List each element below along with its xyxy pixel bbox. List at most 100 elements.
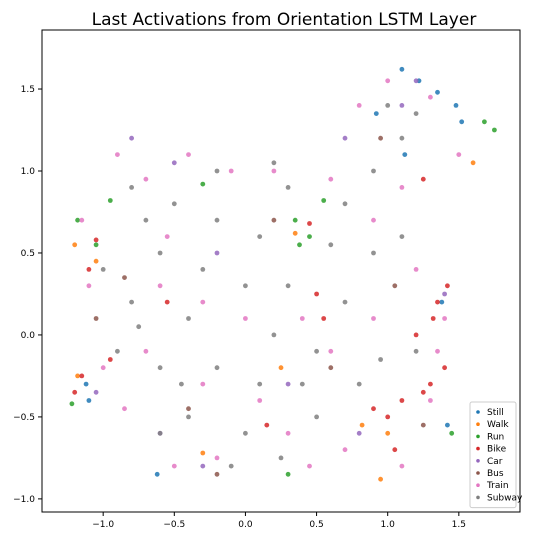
data-point-subway bbox=[299, 381, 305, 387]
data-point-still bbox=[439, 299, 445, 305]
data-point-train bbox=[171, 463, 177, 469]
data-point-still bbox=[154, 471, 160, 477]
data-point-run bbox=[285, 471, 291, 477]
legend-label-walk: Walk bbox=[487, 420, 509, 430]
legend-marker-bus bbox=[476, 471, 480, 475]
data-point-train bbox=[413, 267, 419, 272]
points-layer bbox=[69, 66, 497, 482]
data-point-run bbox=[482, 119, 487, 125]
data-point-car bbox=[93, 389, 99, 395]
data-point-subway bbox=[129, 185, 135, 190]
axes-frame bbox=[41, 29, 521, 513]
data-point-bike bbox=[86, 267, 92, 272]
data-point-subway bbox=[314, 414, 319, 420]
legend-label-run: Run bbox=[487, 432, 504, 442]
data-point-train bbox=[243, 316, 248, 321]
data-point-subway bbox=[413, 111, 419, 116]
data-point-subway bbox=[243, 283, 248, 289]
data-point-walk bbox=[72, 242, 78, 248]
data-point-train bbox=[399, 185, 405, 190]
data-point-train bbox=[86, 283, 92, 289]
data-point-subway bbox=[399, 234, 405, 240]
data-point-subway bbox=[378, 357, 383, 362]
data-point-bus bbox=[392, 283, 398, 289]
data-point-walk bbox=[378, 476, 383, 482]
data-point-bike bbox=[264, 422, 270, 428]
data-point-subway bbox=[214, 217, 220, 223]
data-point-run bbox=[307, 234, 312, 240]
data-point-walk bbox=[292, 230, 298, 236]
data-point-bike bbox=[392, 447, 398, 453]
data-point-still bbox=[399, 66, 405, 72]
data-point-bus bbox=[186, 406, 191, 412]
chart-title: Last Activations from Orientation LSTM L… bbox=[92, 10, 477, 30]
y-axis-ticks: −1.0 −0.5 0.0 0.5 1.0 1.5 bbox=[13, 85, 42, 505]
data-point-bike bbox=[321, 316, 327, 321]
data-point-subway bbox=[171, 201, 177, 207]
data-point-train bbox=[385, 78, 391, 84]
data-point-subway bbox=[278, 455, 284, 461]
legend-label-subway: Subway bbox=[487, 493, 523, 503]
data-point-run bbox=[449, 430, 455, 436]
data-point-run bbox=[492, 127, 497, 133]
data-point-run bbox=[321, 198, 327, 203]
data-point-bike bbox=[399, 398, 405, 403]
x-tick-label: −1.0 bbox=[92, 520, 114, 530]
data-point-subway bbox=[143, 217, 149, 223]
data-point-still bbox=[86, 398, 92, 403]
data-point-still bbox=[435, 89, 440, 95]
data-point-subway bbox=[228, 463, 234, 469]
data-point-car bbox=[342, 135, 348, 141]
data-point-train bbox=[115, 152, 120, 158]
data-point-car bbox=[214, 250, 220, 256]
data-point-bike bbox=[445, 283, 450, 289]
data-point-train bbox=[342, 447, 348, 453]
data-point-walk bbox=[385, 430, 391, 436]
data-point-run bbox=[200, 181, 206, 187]
legend-label-train: Train bbox=[486, 481, 509, 491]
data-point-bike bbox=[442, 365, 447, 371]
data-point-bus bbox=[378, 135, 383, 141]
data-point-train bbox=[328, 176, 334, 182]
legend-marker-bike bbox=[476, 446, 480, 451]
legend-label-car: Car bbox=[487, 457, 503, 467]
data-point-car bbox=[442, 291, 447, 297]
data-point-subway bbox=[399, 135, 405, 141]
y-tick-label: −1.0 bbox=[13, 495, 35, 505]
data-point-subway bbox=[136, 324, 142, 330]
data-point-subway bbox=[179, 381, 184, 387]
data-point-train bbox=[442, 316, 447, 321]
y-tick-label: −0.5 bbox=[13, 413, 35, 423]
data-point-subway bbox=[214, 168, 220, 174]
data-point-subway bbox=[371, 250, 376, 256]
data-point-bus bbox=[328, 365, 334, 371]
data-point-bike bbox=[107, 357, 113, 362]
data-point-subway bbox=[314, 348, 319, 354]
data-point-walk bbox=[278, 365, 284, 371]
data-point-train bbox=[299, 316, 305, 321]
data-point-bike bbox=[72, 389, 78, 395]
data-point-subway bbox=[385, 103, 391, 108]
data-point-bike bbox=[93, 237, 99, 243]
data-point-bus bbox=[420, 422, 426, 428]
data-point-train bbox=[200, 381, 206, 387]
data-point-subway bbox=[342, 299, 348, 305]
data-point-run bbox=[69, 401, 75, 407]
legend-label-bike: Bike bbox=[487, 445, 507, 455]
data-point-still bbox=[83, 381, 89, 387]
legend-box bbox=[469, 401, 517, 509]
data-point-train bbox=[214, 455, 220, 461]
data-point-subway bbox=[115, 348, 120, 354]
data-point-car bbox=[285, 381, 291, 387]
data-point-subway bbox=[257, 381, 263, 387]
data-point-subway bbox=[157, 365, 163, 371]
data-point-subway bbox=[214, 365, 220, 371]
data-point-subway bbox=[285, 185, 291, 190]
data-point-car bbox=[413, 78, 419, 84]
data-point-car bbox=[129, 135, 135, 141]
data-point-subway bbox=[342, 201, 348, 207]
data-point-walk bbox=[200, 450, 206, 456]
x-tick-label: 0.0 bbox=[238, 520, 253, 530]
data-point-subway bbox=[129, 299, 135, 305]
data-point-bike bbox=[307, 221, 312, 226]
